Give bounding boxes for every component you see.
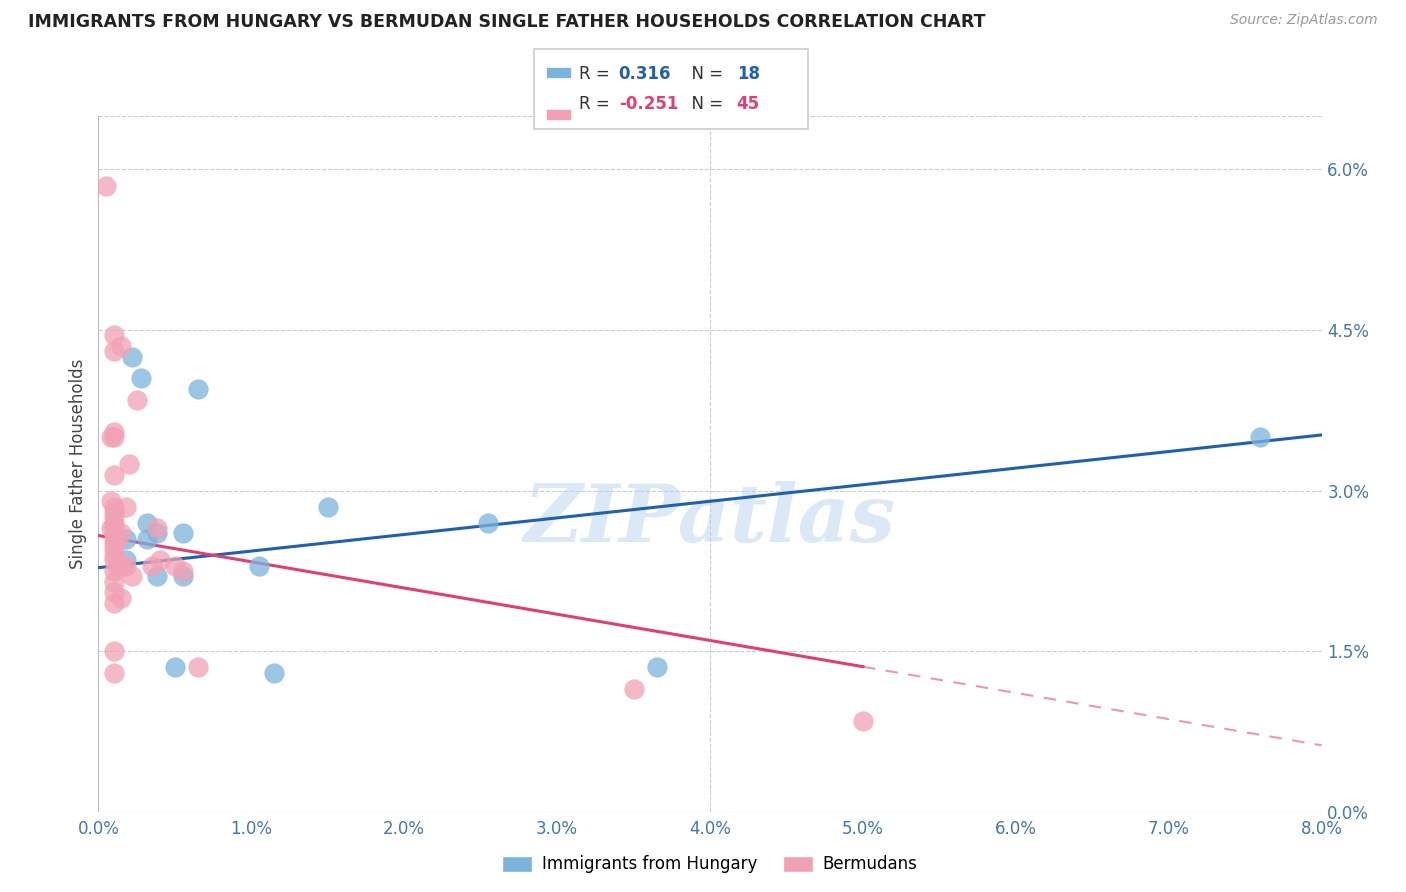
Point [103, 505, 125, 519]
Text: N =: N = [681, 95, 728, 113]
Point [163, 558, 186, 573]
Point [103, 532, 125, 546]
Text: ZIPatlas: ZIPatlas [524, 481, 896, 558]
Point [103, 344, 125, 359]
Point [187, 382, 209, 396]
Point [94, 178, 117, 193]
Point [145, 521, 167, 535]
Point [103, 574, 125, 589]
Text: 0.316: 0.316 [619, 65, 671, 83]
Y-axis label: Single Father Households: Single Father Households [69, 359, 87, 569]
Point [103, 430, 125, 444]
Point [110, 526, 132, 541]
Point [125, 392, 148, 407]
Point [129, 371, 152, 385]
Point [115, 500, 138, 514]
Point [103, 537, 125, 551]
Point [115, 532, 138, 546]
Point [136, 516, 159, 530]
Point [100, 521, 122, 535]
Point [141, 558, 163, 573]
Text: R =: R = [579, 65, 616, 83]
Point [103, 665, 125, 680]
Text: -0.251: -0.251 [619, 95, 678, 113]
Point [103, 510, 125, 524]
Point [118, 457, 141, 471]
Point [121, 350, 143, 364]
Point [103, 596, 125, 610]
Point [115, 558, 138, 573]
Point [103, 585, 125, 599]
Point [172, 569, 194, 583]
Point [136, 532, 159, 546]
Point [103, 521, 125, 535]
Point [103, 548, 125, 562]
Point [172, 526, 194, 541]
Point [103, 526, 125, 541]
Point [149, 553, 172, 567]
Point [477, 516, 499, 530]
Text: Source: ZipAtlas.com: Source: ZipAtlas.com [1230, 13, 1378, 28]
Point [110, 591, 132, 605]
Point [121, 569, 143, 583]
Point [103, 467, 125, 482]
Point [103, 516, 125, 530]
Text: 18: 18 [737, 65, 759, 83]
Point [103, 328, 125, 343]
Point [852, 714, 875, 728]
Point [103, 564, 125, 578]
Point [103, 425, 125, 439]
Point [103, 553, 125, 567]
Point [645, 660, 668, 674]
Text: N =: N = [681, 65, 728, 83]
Point [110, 339, 132, 353]
Point [103, 644, 125, 658]
Point [163, 660, 186, 674]
Point [145, 569, 167, 583]
Point [115, 553, 138, 567]
Point [103, 500, 125, 514]
Point [105, 532, 128, 546]
Point [1249, 430, 1271, 444]
Point [316, 500, 339, 514]
Point [100, 430, 122, 444]
Text: R =: R = [579, 95, 616, 113]
Legend: Immigrants from Hungary, Bermudans: Immigrants from Hungary, Bermudans [496, 848, 924, 880]
Point [103, 542, 125, 557]
Point [187, 660, 209, 674]
Point [145, 526, 167, 541]
Point [105, 558, 128, 573]
Point [172, 564, 194, 578]
Text: 45: 45 [737, 95, 759, 113]
Text: IMMIGRANTS FROM HUNGARY VS BERMUDAN SINGLE FATHER HOUSEHOLDS CORRELATION CHART: IMMIGRANTS FROM HUNGARY VS BERMUDAN SING… [28, 13, 986, 31]
Point [100, 494, 122, 508]
Point [247, 558, 270, 573]
Point [110, 558, 132, 573]
Point [623, 681, 645, 696]
Point [263, 665, 285, 680]
